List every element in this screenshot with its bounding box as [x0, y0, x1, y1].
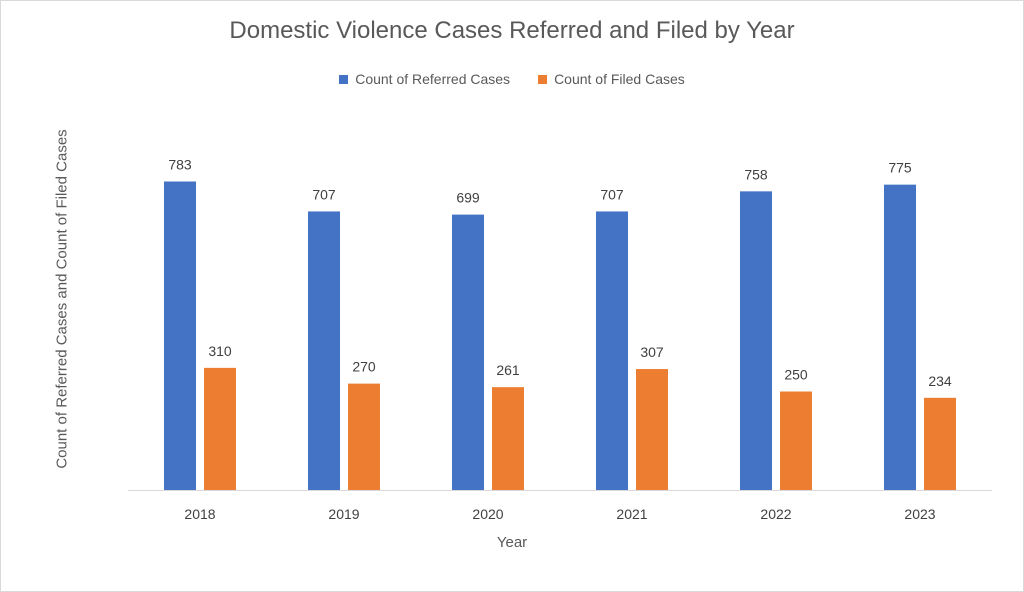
- legend-item-filed: Count of Filed Cases: [538, 71, 685, 87]
- bar-filed-2023: [924, 397, 956, 490]
- data-label-referred-2022: 758: [744, 166, 768, 182]
- data-label-referred-2021: 707: [600, 186, 624, 202]
- x-tick-label-2019: 2019: [328, 506, 359, 522]
- bar-filed-2020: [492, 387, 524, 490]
- data-label-filed-2021: 307: [640, 344, 664, 360]
- bar-filed-2021: [636, 369, 668, 490]
- bar-referred-2021: [596, 211, 628, 490]
- legend-label-filed: Count of Filed Cases: [554, 71, 685, 87]
- legend-swatch-filed: [538, 74, 548, 84]
- data-label-referred-2020: 699: [456, 190, 480, 206]
- x-tick-label-2023: 2023: [904, 506, 935, 522]
- data-label-referred-2023: 775: [888, 160, 912, 176]
- chart-title: Domestic Violence Cases Referred and Fil…: [229, 17, 795, 44]
- bar-referred-2023: [884, 184, 916, 490]
- bar-referred-2019: [308, 211, 340, 490]
- legend-swatch-referred: [339, 74, 349, 84]
- bar-filed-2018: [204, 367, 236, 490]
- legend: Count of Referred Cases Count of Filed C…: [1, 71, 1023, 87]
- bar-filed-2019: [348, 383, 380, 490]
- bar-referred-2018: [164, 181, 196, 491]
- data-label-referred-2019: 707: [312, 186, 336, 202]
- x-tick-label-2021: 2021: [616, 506, 647, 522]
- legend-label-referred: Count of Referred Cases: [355, 71, 511, 87]
- data-label-filed-2019: 270: [352, 359, 376, 375]
- data-label-filed-2018: 310: [208, 343, 232, 359]
- bar-referred-2020: [452, 214, 484, 490]
- data-label-filed-2023: 234: [928, 373, 952, 389]
- x-tick-label-2018: 2018: [184, 506, 215, 522]
- legend-item-referred: Count of Referred Cases: [339, 71, 510, 87]
- data-label-filed-2022: 250: [784, 367, 808, 383]
- data-label-filed-2020: 261: [496, 362, 520, 378]
- x-axis-title: Year: [496, 534, 528, 551]
- data-label-referred-2018: 783: [168, 156, 192, 172]
- x-tick-label-2022: 2022: [760, 506, 791, 522]
- bar-filed-2022: [780, 391, 812, 490]
- x-tick-label-2020: 2020: [472, 506, 503, 522]
- bar-referred-2022: [740, 191, 772, 490]
